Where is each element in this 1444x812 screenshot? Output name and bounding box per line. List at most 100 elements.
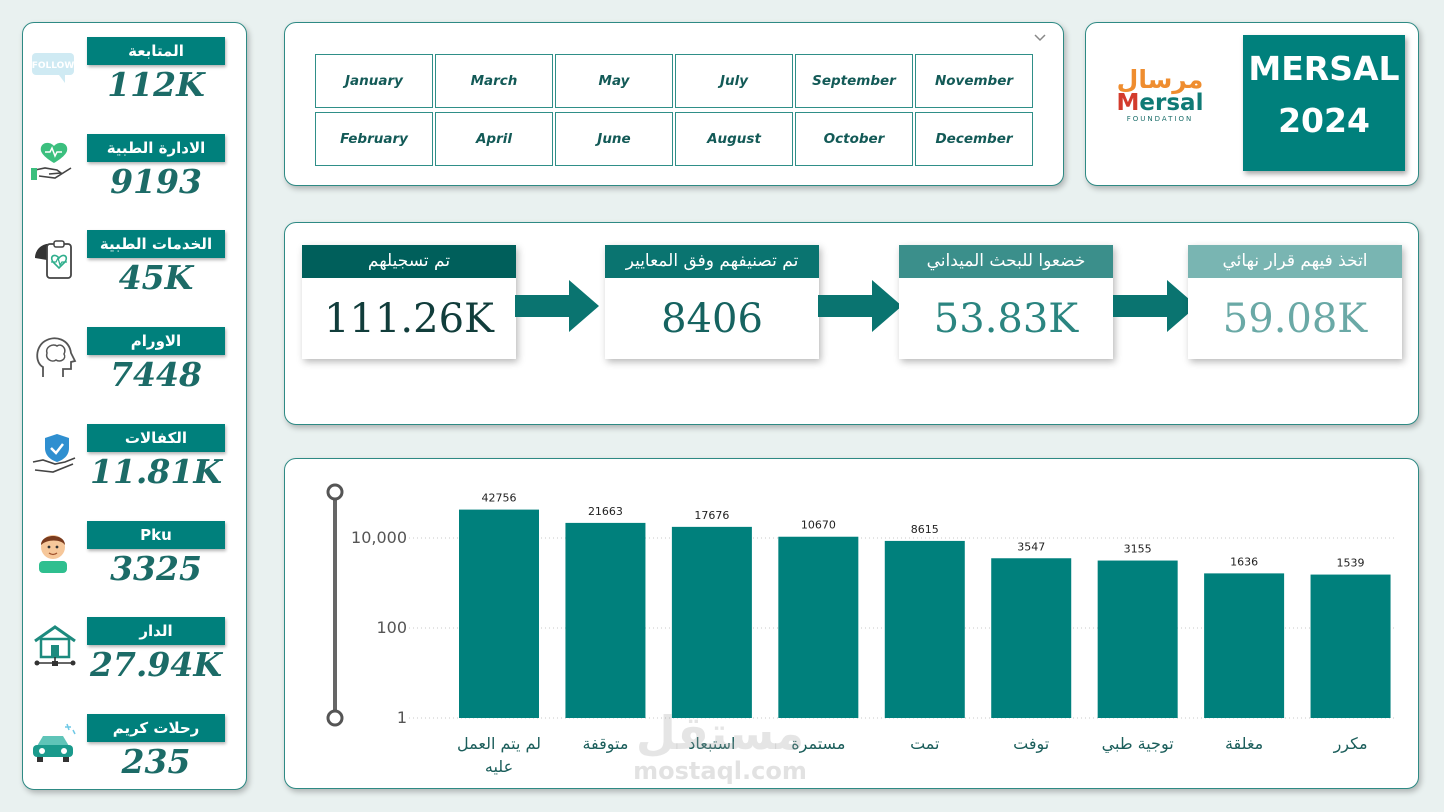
- bar-data-label: 3155: [1124, 543, 1152, 556]
- kpi-value: 112K: [107, 65, 205, 104]
- shield-hand-icon: [32, 434, 76, 473]
- x-category-label: مغلقة: [1225, 734, 1263, 753]
- house-network-icon: [34, 625, 76, 666]
- chevron-down-icon[interactable]: [1033, 33, 1047, 43]
- y-tick-label: 100: [376, 618, 407, 637]
- bar: [565, 522, 646, 718]
- dashboard-title-name: MERSAL: [1248, 49, 1400, 88]
- month-button-january[interactable]: January: [315, 54, 433, 108]
- kpi-card-sponsorships: الكفالات 11.81K: [23, 424, 248, 514]
- kpi-value: 27.94K: [89, 645, 223, 684]
- month-slicer: January March May July September Novembe…: [284, 22, 1064, 186]
- x-category-label: استبعاد: [688, 734, 735, 753]
- funnel-stage-field-research: خضعوا للبحث الميداني 53.83K: [899, 245, 1113, 359]
- heart-hand-icon: [31, 142, 72, 180]
- month-button-december[interactable]: December: [915, 112, 1033, 166]
- kpi-label: الكفالات: [87, 424, 225, 452]
- month-button-june[interactable]: June: [555, 112, 673, 166]
- bar-data-label: 1636: [1230, 555, 1258, 568]
- kpi-value: 7448: [110, 355, 202, 394]
- bar: [1204, 573, 1285, 718]
- kpi-label: الدار: [87, 617, 225, 645]
- medical-report-icon: [34, 240, 72, 279]
- month-button-july[interactable]: July: [675, 54, 793, 108]
- arrow-right-icon: [515, 280, 599, 332]
- funnel-stage-label: تم تصنيفهم وفق المعايير: [605, 245, 819, 278]
- bar-data-label: 3547: [1017, 540, 1045, 553]
- kpi-value: 235: [121, 742, 191, 781]
- brand-panel: مرسال Mersal FOUNDATION MERSAL 2024: [1085, 22, 1419, 186]
- funnel-stage-label: اتخذ فيهم قرار نهائي: [1188, 245, 1402, 278]
- logo-subtitle: FOUNDATION: [1126, 115, 1194, 123]
- kpi-label: المتابعة: [87, 37, 225, 65]
- slider-handle-top[interactable]: [326, 483, 344, 501]
- dashboard-title-year: 2024: [1278, 101, 1370, 140]
- kpi-sidebar: FOLLOW المتابعة 112K الادارة الطبية 9193…: [22, 22, 247, 790]
- brain-head-icon: [36, 337, 77, 377]
- funnel-stage-final-decision: اتخذ فيهم قرار نهائي 59.08K: [1188, 245, 1402, 359]
- x-category-label: مكرر: [1333, 734, 1368, 754]
- x-category-label: عليه: [485, 757, 513, 776]
- kpi-card-medical-admin: الادارة الطبية 9193: [23, 134, 248, 224]
- kpi-value: 9193: [110, 162, 202, 201]
- funnel-stage-label: تم تسجيلهم: [302, 245, 516, 278]
- bar: [1310, 574, 1391, 718]
- bar: [671, 526, 752, 718]
- month-grid: January March May July September Novembe…: [315, 54, 1037, 168]
- mersal-logo: مرسال Mersal FOUNDATION: [1110, 67, 1210, 129]
- arrow-right-icon: [1113, 280, 1197, 332]
- bar-data-label: 42756: [482, 492, 517, 505]
- kpi-card-oncology: الاورام 7448: [23, 327, 248, 417]
- car-icon: [33, 723, 76, 762]
- funnel-stage-registered: تم تسجيلهم 111.26K: [302, 245, 516, 359]
- month-button-september[interactable]: September: [795, 54, 913, 108]
- funnel-stage-value: 53.83K: [933, 296, 1079, 342]
- kpi-label: Pku: [87, 521, 225, 549]
- x-category-label: مستمرة: [791, 734, 845, 754]
- kpi-label: الاورام: [87, 327, 225, 355]
- kpi-label: الخدمات الطبية: [87, 230, 225, 258]
- kpi-card-karim-trips: رحلات كريم 235: [23, 714, 248, 804]
- kpi-card-pku: Pku 3325: [23, 521, 248, 611]
- dashboard-title: MERSAL 2024: [1243, 35, 1405, 171]
- bar: [1097, 560, 1178, 718]
- child-avatar-icon: [39, 535, 67, 573]
- kpi-label: الادارة الطبية: [87, 134, 225, 162]
- funnel-stage-value: 59.08K: [1222, 296, 1368, 342]
- month-button-may[interactable]: May: [555, 54, 673, 108]
- x-category-label: توفت: [1013, 734, 1049, 754]
- kpi-card-house: الدار 27.94K: [23, 617, 248, 707]
- x-category-label: توجية طبي: [1102, 734, 1174, 754]
- y-range-slider[interactable]: [326, 483, 344, 727]
- funnel-stage-value: 8406: [661, 296, 763, 342]
- bar-data-label: 21663: [588, 505, 623, 518]
- kpi-card-follow: FOLLOW المتابعة 112K: [23, 37, 248, 127]
- month-button-august[interactable]: August: [675, 112, 793, 166]
- kpi-card-medical-services: الخدمات الطبية 45K: [23, 230, 248, 320]
- follow-icon: FOLLOW: [32, 53, 75, 83]
- svg-text:FOLLOW: FOLLOW: [32, 61, 75, 71]
- x-category-label: لم يتم العمل: [457, 734, 541, 753]
- month-button-february[interactable]: February: [315, 112, 433, 166]
- month-button-april[interactable]: April: [435, 112, 553, 166]
- kpi-label: رحلات كريم: [87, 714, 225, 742]
- bar-chart-svg: 1 100 10,000 42756 لم يتم العمل عليه 21663 متو…: [326, 483, 1397, 776]
- y-tick-label: 10,000: [351, 528, 407, 547]
- y-tick-label: 1: [397, 708, 407, 727]
- month-button-october[interactable]: October: [795, 112, 913, 166]
- kpi-value: 11.81K: [89, 452, 223, 491]
- logo-arabic-text: مرسال: [1116, 65, 1204, 94]
- x-category-label: متوقفة: [582, 734, 628, 754]
- bar: [884, 540, 965, 718]
- month-button-march[interactable]: March: [435, 54, 553, 108]
- bar-data-label: 8615: [911, 523, 939, 536]
- kpi-value: 45K: [118, 258, 194, 297]
- slider-handle-bottom[interactable]: [326, 709, 344, 727]
- bar: [991, 558, 1072, 718]
- status-bar-chart: 1 100 10,000 42756 لم يتم العمل عليه 21663 متو…: [284, 458, 1419, 789]
- logo-latin-text: Mersal: [1116, 90, 1204, 116]
- bar-data-label: 1539: [1337, 557, 1365, 570]
- bar-data-label: 17676: [694, 509, 729, 522]
- month-button-november[interactable]: November: [915, 54, 1033, 108]
- arrow-right-icon: [818, 280, 902, 332]
